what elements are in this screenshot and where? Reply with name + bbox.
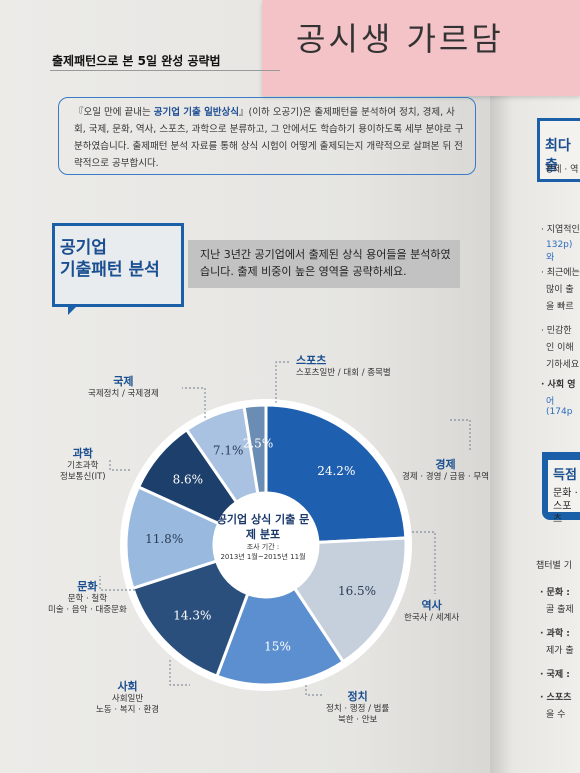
label-international-title: 국제	[113, 375, 134, 388]
label-economy: 경제 경제 · 경영 / 금융 · 무역	[402, 456, 489, 483]
label-culture-title: 문화	[77, 580, 98, 593]
right-line: 기하세요	[546, 360, 580, 370]
label-international: 국제 국제정치 / 국제경제	[88, 373, 159, 400]
pie-value-label-4: 11.8%	[145, 532, 183, 546]
label-politics-sub: 정치 · 행정 / 법률	[326, 704, 390, 714]
pie-value-label-1: 16.5%	[338, 584, 376, 598]
intro-paragraph: 『오일 만에 끝내는 공기업 기출 일반상식』(이하 오공기)은 출제패턴을 분…	[74, 104, 466, 172]
pie-value-label-2: 15%	[264, 639, 291, 653]
pie-slice-2	[214, 586, 346, 687]
pie-slice-7	[242, 403, 268, 496]
label-society: 사회 사회일반 노동 · 복지 · 환경	[96, 678, 159, 716]
pie-value-label-6: 7.1%	[213, 443, 244, 457]
box2-line: 문화 ·	[553, 488, 578, 499]
pie-slice-3	[130, 559, 250, 679]
pie-value-label-7: 2.5%	[243, 436, 274, 450]
sticky-note-text: 공시생 가르담	[296, 20, 504, 58]
right-line: · 과학 :	[540, 629, 570, 639]
right-page-heading-box	[537, 118, 580, 182]
heading-frame	[52, 223, 184, 307]
pie-center-hole	[215, 494, 317, 596]
label-society-sub: 사회일반	[111, 694, 144, 704]
label-culture-sub: 문학 · 철학	[67, 594, 108, 604]
label-sports-title: 스포츠	[296, 354, 327, 367]
right-line: 인 이해	[546, 343, 574, 353]
sticky-note	[262, 0, 580, 96]
label-sports-sub: 스포츠일반 / 대회 / 종목별	[296, 368, 391, 378]
chart-subtitle: 조사 기간 :	[246, 543, 280, 551]
right-line: 골 출제	[546, 605, 574, 615]
right-line: 을 빠르	[546, 302, 574, 312]
leader-line-2	[412, 531, 436, 594]
leader-line-5	[99, 576, 135, 591]
summary-banner-text: 지난 3년간 공기업에서 출제된 상식 용어들을 분석하였습니다. 출제 비중이…	[200, 248, 451, 278]
heading-tail	[68, 305, 88, 315]
label-politics-sub2: 북한 · 안보	[337, 715, 378, 725]
leader-line-1	[450, 419, 471, 452]
leader-line-7	[182, 387, 206, 418]
label-international-sub: 국제정치 / 국제경제	[88, 389, 159, 399]
label-society-sub2: 노동 · 복지 · 환경	[96, 705, 160, 715]
right-line: 어(174p	[546, 397, 573, 417]
label-economy-title: 경제	[435, 458, 456, 471]
label-sports: 스포츠 스포츠일반 / 대회 / 종목별	[296, 352, 391, 379]
intro-post: 』(이하 오공기)은 출제패턴을 분석하여 정치, 경제, 사회, 국제, 문화…	[74, 107, 464, 169]
right-line: 많이 출	[546, 285, 574, 295]
right-line: · 민감한	[541, 326, 572, 336]
label-science-sub2: 정보통신(IT)	[60, 472, 106, 482]
label-history-title: 역사	[421, 599, 442, 612]
right-page-box2	[548, 460, 580, 512]
right-line: 132p)와	[546, 240, 573, 263]
pie-value-label-3: 14.3%	[173, 609, 211, 623]
right-line: · 문화 :	[540, 588, 570, 598]
heading-title: 공기업 기출패턴 분석	[60, 237, 180, 281]
label-society-title: 사회	[117, 680, 138, 693]
leader-line-0	[275, 361, 290, 403]
section-title: 출제패턴으로 본 5일 완성 공략법	[52, 54, 221, 68]
label-history: 역사 한국사 / 세계사	[404, 597, 459, 624]
section-divider	[50, 70, 280, 71]
right-line: 을 수	[546, 710, 566, 720]
pie-slice-0	[264, 403, 408, 544]
label-science: 과학 기초과학 정보통신(IT)	[60, 445, 106, 483]
right-line: · 국제 :	[540, 670, 570, 680]
label-history-sub: 한국사 / 세계사	[404, 613, 460, 623]
right-page-box2-sub: 문화 · 스포츠	[553, 487, 580, 526]
right-page-box2-title: 득점	[553, 468, 577, 483]
right-line: 제가 출	[546, 646, 574, 656]
label-economy-sub: 경제 · 경영 / 금융 · 무역	[402, 472, 490, 482]
label-culture: 문화 문학 · 철학 미술 · 음악 · 대중문화	[48, 578, 127, 616]
leader-line-6	[109, 460, 130, 471]
right-line: · 최근에는	[541, 268, 580, 278]
pie-value-label-5: 8.6%	[173, 472, 204, 486]
heading-line1: 공기업	[60, 238, 107, 258]
label-politics-title: 정치	[347, 690, 368, 703]
chart-center-label: 공기업 상식 기출 문제 분포 조사 기간 : 2013년 1월~2015년 1…	[212, 512, 314, 562]
analysis-heading-box: 공기업 기출패턴 분석	[52, 223, 184, 315]
chart-title: 공기업 상식 기출 문제 분포	[216, 513, 310, 541]
right-line: · 스포츠	[540, 693, 572, 703]
right-line: 챕터별 기	[536, 561, 572, 571]
chart-period: 2013년 1월~2015년 11월	[220, 553, 306, 561]
label-science-title: 과학	[72, 447, 93, 460]
right-line: · 사회 영	[541, 380, 576, 390]
right-page-title: 최다 출	[545, 138, 571, 174]
summary-banner	[188, 240, 460, 288]
intro-bold: 공기업 기출 일반상식	[153, 107, 240, 118]
right-page-subtitle: 경제 · 역	[545, 165, 579, 175]
label-culture-sub2: 미술 · 음악 · 대중문화	[48, 605, 127, 615]
box2-line: 스포츠	[553, 501, 572, 525]
pie-slice-1	[292, 536, 408, 664]
intro-frame	[58, 97, 476, 175]
pie-value-label-0: 24.2%	[317, 464, 355, 478]
leader-line-3	[305, 685, 322, 696]
leader-line-4	[169, 660, 190, 686]
label-politics: 정치 정치 · 행정 / 법률 북한 · 안보	[326, 688, 389, 726]
right-line: · 지엽적인	[541, 225, 580, 235]
heading-line2: 기출패턴 분석	[60, 260, 160, 280]
label-science-sub: 기초과학	[67, 461, 99, 471]
intro-pre: 『오일 만에 끝내는	[74, 107, 154, 118]
